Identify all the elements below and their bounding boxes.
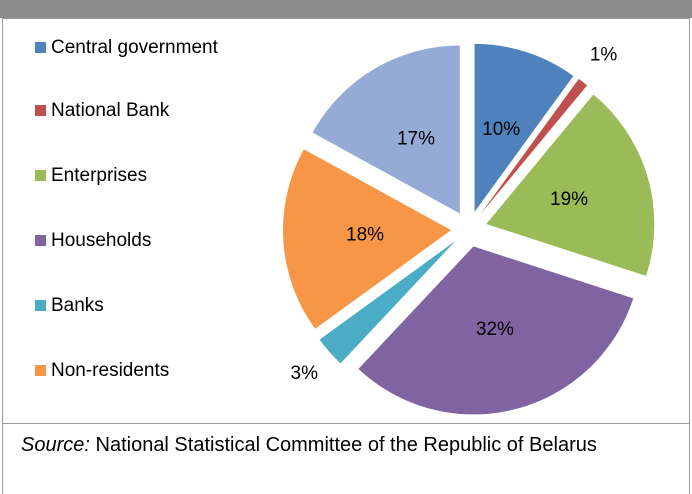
data-label: 32% [476, 319, 514, 340]
pie-slice [474, 43, 574, 212]
source-text: National Statistical Committee of the Re… [95, 434, 597, 456]
legend-swatch [35, 42, 46, 53]
pie-slice [480, 78, 588, 215]
source-note: Source: National Statistical Committee o… [2, 424, 690, 494]
legend-entry: Non-residents [35, 356, 221, 386]
pie-slice [283, 149, 452, 329]
legend-label: Central government [51, 37, 218, 58]
data-label: 17% [397, 128, 435, 149]
legend-entry: Central government [35, 33, 221, 63]
chart: 10% 1% 19% 32% 3% 18% 17% [283, 43, 655, 415]
pie-slice [319, 240, 456, 364]
legend-label: Enterprises [51, 165, 148, 186]
legend-entry: Banks [35, 291, 221, 321]
pie-slice [358, 246, 634, 415]
legend-entry: National Bank [35, 96, 221, 126]
legend-swatch [35, 235, 46, 246]
data-label: 10% [482, 119, 520, 140]
legend-swatch [35, 170, 46, 181]
pie-slice [486, 94, 655, 276]
legend-swatch [35, 365, 46, 376]
legend-label: Non-residents [51, 360, 170, 381]
legend-label: National Bank [51, 100, 170, 121]
legend-swatch [35, 300, 46, 311]
pie-slice [312, 45, 460, 214]
legend-label: Banks [51, 295, 104, 316]
legend-swatch [35, 105, 46, 116]
legend-entry: Enterprises [35, 161, 221, 191]
legend-entry: Households [35, 226, 221, 256]
header-bar [0, 0, 692, 18]
chart-frame: 10% 1% 19% 32% 3% 18% 17% Central government Na… [2, 18, 690, 424]
legend-label: Households [51, 230, 152, 251]
data-label: 19% [550, 189, 588, 210]
data-label: 18% [346, 225, 384, 246]
data-label: 3% [291, 363, 319, 384]
data-label: 1% [590, 44, 618, 65]
source-label: Source: [21, 434, 90, 456]
